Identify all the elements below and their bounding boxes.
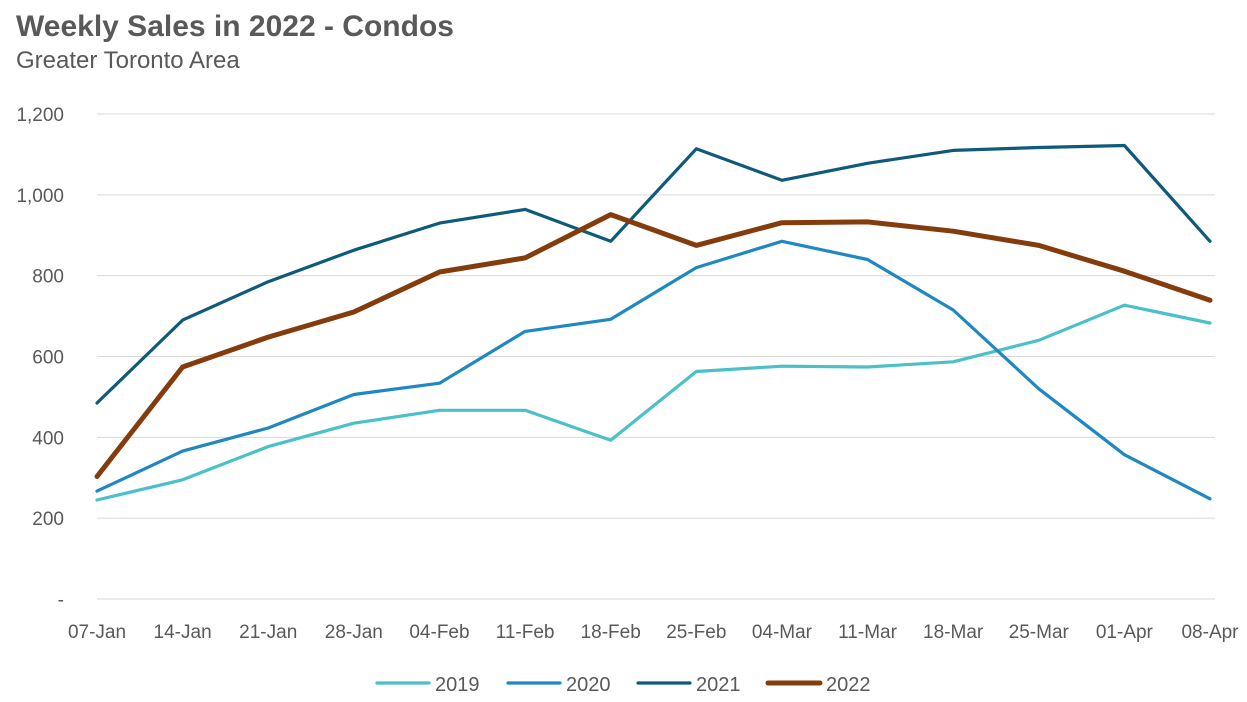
- chart-title: Weekly Sales in 2022 - Condos: [16, 10, 454, 43]
- x-tick-label: 11-Feb: [496, 622, 555, 643]
- y-tick-label: 800: [32, 267, 64, 288]
- series-line-2020: [95, 239, 1212, 501]
- x-tick-label: 08-Apr: [1181, 622, 1239, 643]
- x-tick-label: 18-Mar: [923, 622, 984, 643]
- x-tick-label: 25-Mar: [1009, 622, 1070, 643]
- legend-label-2020: 2020: [566, 674, 611, 696]
- chart-subtitle: Greater Toronto Area: [16, 47, 240, 74]
- x-tick-label: 28-Jan: [325, 622, 383, 643]
- x-tick-label: 21-Jan: [239, 622, 297, 643]
- legend-label-2021: 2021: [696, 674, 741, 696]
- y-tick-label: 600: [32, 348, 64, 369]
- series-line-2022: [94, 212, 1213, 479]
- y-tick-label: 1,200: [16, 105, 64, 126]
- series-line-2019: [95, 303, 1212, 502]
- legend-label-2022: 2022: [826, 674, 871, 696]
- x-tick-label: 25-Feb: [666, 622, 726, 643]
- x-tick-label: 18-Feb: [581, 622, 641, 643]
- y-tick-label: -: [58, 590, 64, 611]
- x-tick-label: 01-Apr: [1096, 622, 1154, 643]
- x-tick-label: 11-Mar: [838, 622, 897, 643]
- y-tick-label: 400: [32, 428, 64, 449]
- x-tick-label: 14-Jan: [154, 622, 212, 643]
- x-tick-label: 04-Feb: [409, 622, 469, 643]
- y-tick-label: 1,000: [16, 186, 64, 207]
- legend-label-2019: 2019: [435, 674, 480, 696]
- x-tick-label: 04-Mar: [752, 622, 813, 643]
- y-tick-label: 200: [32, 509, 64, 530]
- x-tick-label: 07-Jan: [68, 622, 126, 643]
- series-line-2021: [95, 143, 1212, 405]
